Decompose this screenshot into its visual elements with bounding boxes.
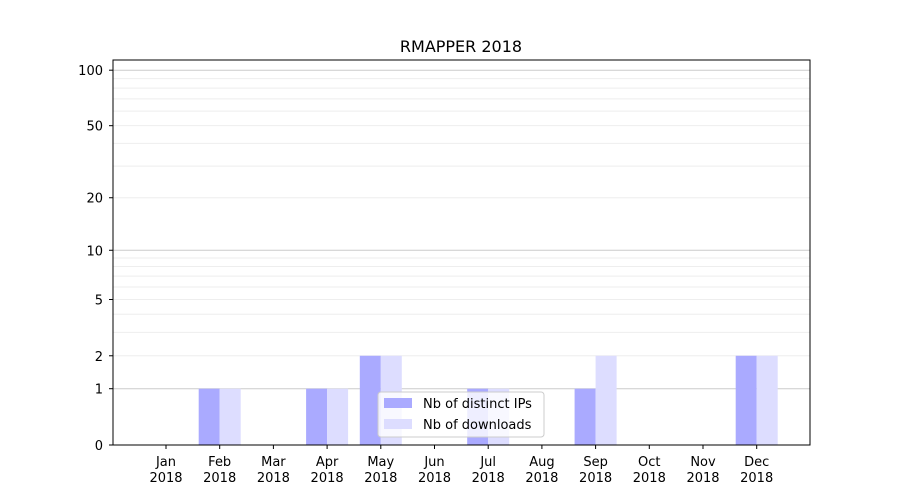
bar-distinct-ips	[574, 388, 596, 445]
chart-title: RMAPPER 2018	[400, 37, 522, 56]
x-tick-label: 2018	[203, 471, 236, 486]
x-tick-label: Jan	[155, 455, 176, 470]
x-tick-label: Jun	[423, 455, 444, 470]
x-tick-label: Oct	[638, 455, 660, 470]
bar-downloads	[756, 355, 778, 445]
bar-distinct-ips	[359, 355, 381, 445]
x-tick-label: 2018	[740, 471, 773, 486]
legend-swatch	[384, 398, 412, 408]
x-tick-label: 2018	[418, 471, 451, 486]
y-tick-label: 1	[95, 383, 103, 398]
x-tick-label: Nov	[690, 455, 716, 470]
bar-distinct-ips	[198, 388, 220, 445]
x-tick-label: 2018	[311, 471, 344, 486]
x-tick-label: Apr	[316, 455, 339, 470]
legend-label: Nb of distinct IPs	[423, 397, 532, 412]
y-tick-label: 0	[95, 439, 103, 454]
x-tick-label: 2018	[686, 471, 719, 486]
x-tick-label: Mar	[261, 455, 286, 470]
x-tick-label: Feb	[208, 455, 231, 470]
bar-downloads	[595, 355, 617, 445]
y-tick-label: 2	[95, 350, 103, 365]
legend-swatch	[384, 419, 412, 429]
bar-distinct-ips	[306, 388, 328, 445]
y-tick-label: 100	[78, 64, 103, 79]
legend-label: Nb of downloads	[423, 418, 532, 433]
x-tick-label: Jul	[479, 455, 496, 470]
x-tick-label: 2018	[633, 471, 666, 486]
legend-box	[377, 391, 545, 438]
x-tick-label: 2018	[472, 471, 505, 486]
bar-downloads	[219, 388, 241, 445]
bar-distinct-ips	[735, 355, 757, 445]
y-tick-label: 10	[86, 244, 103, 259]
x-tick-label: 2018	[149, 471, 182, 486]
y-tick-label: 50	[86, 120, 103, 135]
x-tick-label: Aug	[529, 455, 554, 470]
x-tick-label: Dec	[744, 455, 769, 470]
plot-frame	[112, 59, 811, 446]
y-tick-label: 5	[95, 293, 103, 308]
legend: Nb of distinct IPs Nb of downloads	[377, 391, 545, 438]
x-tick-label: May	[367, 455, 394, 470]
bar-downloads	[327, 388, 349, 445]
x-tick-label: 2018	[579, 471, 612, 486]
x-tick-label: 2018	[525, 471, 558, 486]
x-tick-label: 2018	[364, 471, 397, 486]
x-tick-label: Sep	[583, 455, 608, 470]
y-tick-label: 20	[86, 192, 103, 207]
x-tick-label: 2018	[257, 471, 290, 486]
